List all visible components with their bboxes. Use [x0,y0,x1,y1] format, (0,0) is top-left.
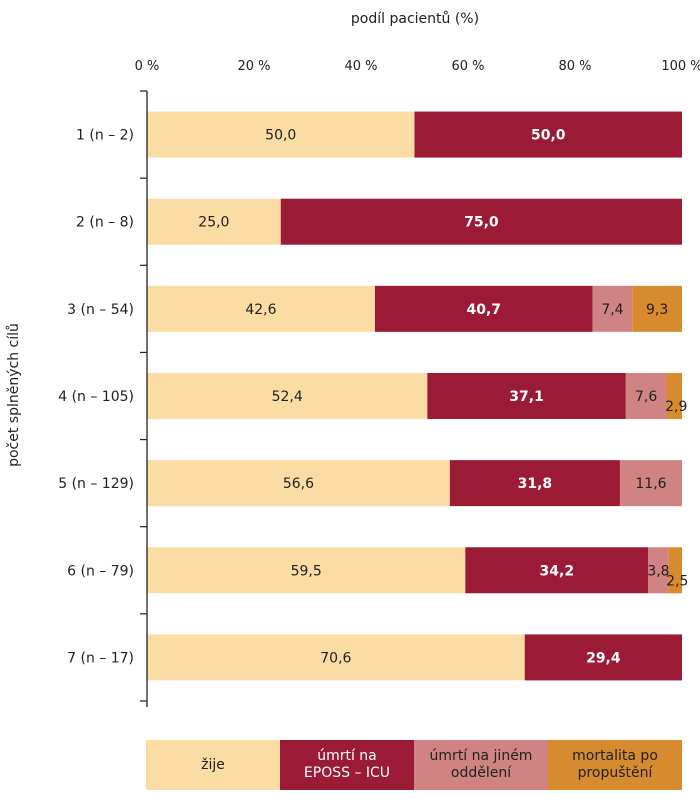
data-label: 7,4 [601,302,623,318]
y-tick-label: 4 (n – 105) [58,389,134,405]
x-tick-label: 80 % [558,59,591,74]
bar-segment [280,198,682,245]
data-label: 50,0 [265,128,296,144]
data-label: 3,8 [647,563,669,579]
data-label: 75,0 [464,215,499,231]
data-label: 56,6 [283,476,314,492]
bar-segment [668,547,682,594]
bar-segment [648,547,669,594]
data-label: 70,6 [320,650,351,666]
x-tick-label: 100 % [661,59,700,74]
bar-segment [147,111,415,158]
legend-label-umrti-jine-oddeleni: úmrtí na jiném oddělení [429,748,533,781]
y-tick-label: 1 (n – 2) [76,128,134,144]
data-label: 40,7 [467,302,502,318]
y-tick-label: 2 (n – 8) [76,215,134,231]
data-label: 9,3 [646,302,668,318]
legend-label-mortalita-po-propusteni: mortalita po propuštění [572,748,658,781]
legend-item-umrti-eposs-icu: úmrtí na EPOSS – ICU [280,740,414,790]
bar-segment [147,547,466,594]
y-axis-label: počet splněných cílů [6,323,22,467]
legend-item-mortalita-po-propusteni: mortalita po propuštění [548,740,682,790]
bar-segment [619,460,682,507]
legend-label-umrti-eposs-icu: úmrtí na EPOSS – ICU [303,748,391,781]
bar-segment [592,285,633,332]
data-label: 29,4 [586,650,621,666]
legend-item-umrti-jine-oddeleni: úmrtí na jiném oddělení [414,740,548,790]
y-tick-label: 5 (n – 129) [58,476,134,492]
bar-segment [666,372,682,419]
legend-label-zije: žije [201,756,225,773]
data-label: 42,6 [245,302,276,318]
legend-item-zije: žije [146,740,280,790]
legend: žije úmrtí na EPOSS – ICU úmrtí na jiném… [146,740,682,790]
bar-segment [524,634,682,681]
bar-segment [147,460,450,507]
x-axis-label: podíl pacientů (%) [351,11,479,27]
data-label: 59,5 [291,563,322,579]
data-label: 2,5 [666,573,688,589]
bar-segment [465,547,649,594]
bar-segment [374,285,593,332]
x-tick-label: 20 % [237,59,270,74]
bar-segment [427,372,626,419]
data-label: 52,4 [272,389,303,405]
bar-segment [147,372,428,419]
x-tick-label: 0 % [135,59,160,74]
data-label: 50,0 [531,128,566,144]
data-label: 11,6 [635,476,666,492]
bar-segment [632,285,682,332]
data-label: 31,8 [518,476,553,492]
y-tick-label: 6 (n – 79) [67,563,134,579]
x-tick-label: 60 % [451,59,484,74]
y-tick-label: 3 (n – 54) [67,302,134,318]
bar-segment [147,285,375,332]
data-label: 34,2 [540,563,575,579]
bar-segment [147,198,281,245]
x-tick-label: 40 % [344,59,377,74]
data-label: 2,9 [665,399,687,415]
bar-segment [625,372,667,419]
data-label: 25,0 [198,215,229,231]
data-label: 7,6 [635,389,657,405]
data-label: 37,1 [509,389,544,405]
bar-segment [449,460,620,507]
y-tick-label: 7 (n – 17) [67,650,134,666]
bar-segment [414,111,682,158]
bar-segment [147,634,525,681]
